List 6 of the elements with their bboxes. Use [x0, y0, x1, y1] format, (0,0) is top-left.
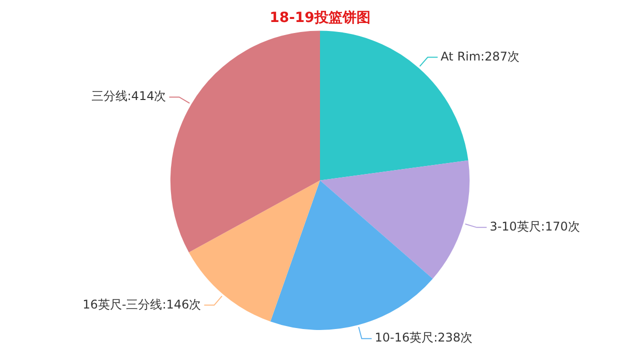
chart-title: 18-19投篮饼图 [270, 10, 370, 26]
slice-label: 3-10英尺:170次 [490, 220, 580, 234]
slice-label: 16英尺-三分线:146次 [82, 297, 202, 312]
slice-label: At Rim:287次 [440, 49, 520, 64]
slice-label: 三分线:414次 [91, 89, 166, 104]
slice-label: 10-16英尺:238次 [374, 330, 473, 345]
